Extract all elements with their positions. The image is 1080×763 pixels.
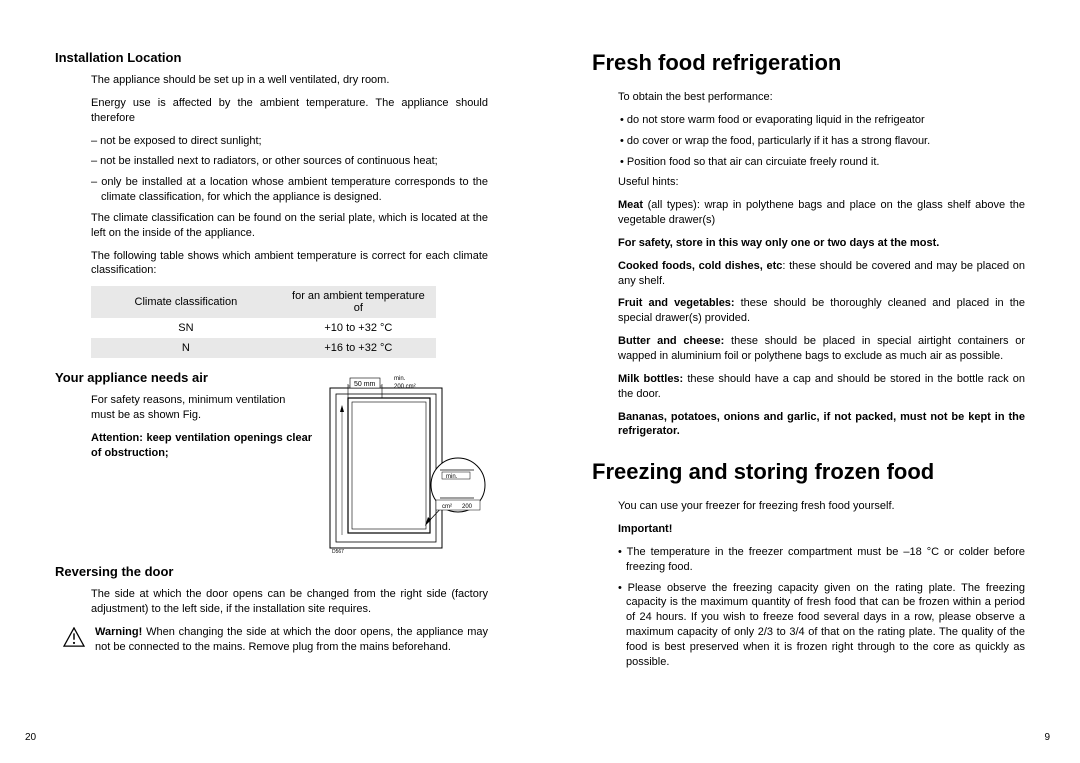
hint-meat: Meat (all types): wrap in polythene bags… — [592, 198, 1025, 228]
diag-label: min. — [446, 474, 458, 480]
hint-milk: Milk bottles: these should have a cap an… — [592, 372, 1025, 402]
hint-bananas: Bananas, potatoes, onions and garlic, if… — [592, 410, 1025, 440]
paragraph: You can use your freezer for freezing fr… — [592, 499, 1025, 514]
air-section: Your appliance needs air For safety reas… — [55, 370, 488, 556]
heading-reversing-door: Reversing the door — [55, 564, 488, 579]
bullet: • Please observe the freezing capacity g… — [592, 581, 1025, 670]
bullet: • The temperature in the freezer compart… — [592, 545, 1025, 575]
table-cell: +10 to +32 °C — [281, 318, 436, 338]
paragraph: Useful hints: — [592, 175, 1025, 190]
page-number: 20 — [25, 732, 36, 743]
table-cell: N — [91, 338, 281, 358]
table-header: for an ambient temperature of — [281, 286, 436, 318]
table-cell: +16 to +32 °C — [281, 338, 436, 358]
ventilation-diagram: 50 mm min. 200 cm² min. cm² 200 D567 — [322, 370, 488, 556]
air-text-block: Your appliance needs air For safety reas… — [55, 370, 312, 556]
diag-label: cm² — [442, 504, 452, 510]
warning-row: Warning! When changing the side at which… — [55, 625, 488, 663]
page-left: Installation Location The appliance shou… — [0, 0, 540, 763]
paragraph: For safety reasons, minimum ventilation … — [55, 393, 312, 423]
list-item: – not be exposed to direct sunlight; — [55, 134, 488, 149]
paragraph: The side at which the door opens can be … — [55, 587, 488, 617]
hint-butter: Butter and cheese: these should be place… — [592, 334, 1025, 364]
hint-fruit: Fruit and vegetables: these should be th… — [592, 296, 1025, 326]
table-row: N +16 to +32 °C — [91, 338, 436, 358]
bullet: • do cover or wrap the food, particularl… — [592, 134, 1025, 149]
paragraph: The appliance should be set up in a well… — [55, 73, 488, 88]
table-row: SN +10 to +32 °C — [91, 318, 436, 338]
heading-appliance-needs-air: Your appliance needs air — [55, 370, 312, 385]
bullet: • Position food so that air can circuiat… — [592, 155, 1025, 170]
page-right: Fresh food refrigeration To obtain the b… — [540, 0, 1080, 763]
diag-label: 50 mm — [354, 381, 376, 388]
diag-label: 200 — [462, 504, 473, 510]
hint-safety: For safety, store in this way only one o… — [592, 236, 1025, 251]
page-number: 9 — [1044, 732, 1050, 743]
hint-cooked: Cooked foods, cold dishes, etc: these sh… — [592, 259, 1025, 289]
paragraph: The following table shows which ambient … — [55, 249, 488, 279]
table-row: Climate classification for an ambient te… — [91, 286, 436, 318]
list-item: – only be installed at a location whose … — [55, 175, 488, 205]
paragraph: The climate classification can be found … — [55, 211, 488, 241]
paragraph-bold: Attention: keep ventilation openings cle… — [55, 431, 312, 461]
paragraph: Energy use is affected by the ambient te… — [55, 96, 488, 126]
warning-text: Warning! When changing the side at which… — [95, 625, 488, 655]
heading-freezing: Freezing and storing frozen food — [592, 459, 1025, 485]
list-item: – not be installed next to radiators, or… — [55, 154, 488, 169]
heading-fresh-food: Fresh food refrigeration — [592, 50, 1025, 76]
heading-installation-location: Installation Location — [55, 50, 488, 65]
important-label: Important! — [592, 522, 1025, 537]
warning-icon — [63, 627, 85, 647]
bullet: • do not store warm food or evaporating … — [592, 113, 1025, 128]
diag-corner: D567 — [332, 549, 344, 555]
table-cell: SN — [91, 318, 281, 338]
diag-label: min. — [394, 376, 406, 382]
climate-table: Climate classification for an ambient te… — [91, 286, 436, 358]
paragraph: To obtain the best performance: — [592, 90, 1025, 105]
table-header: Climate classification — [91, 286, 281, 318]
diag-label: 200 cm² — [394, 384, 416, 390]
